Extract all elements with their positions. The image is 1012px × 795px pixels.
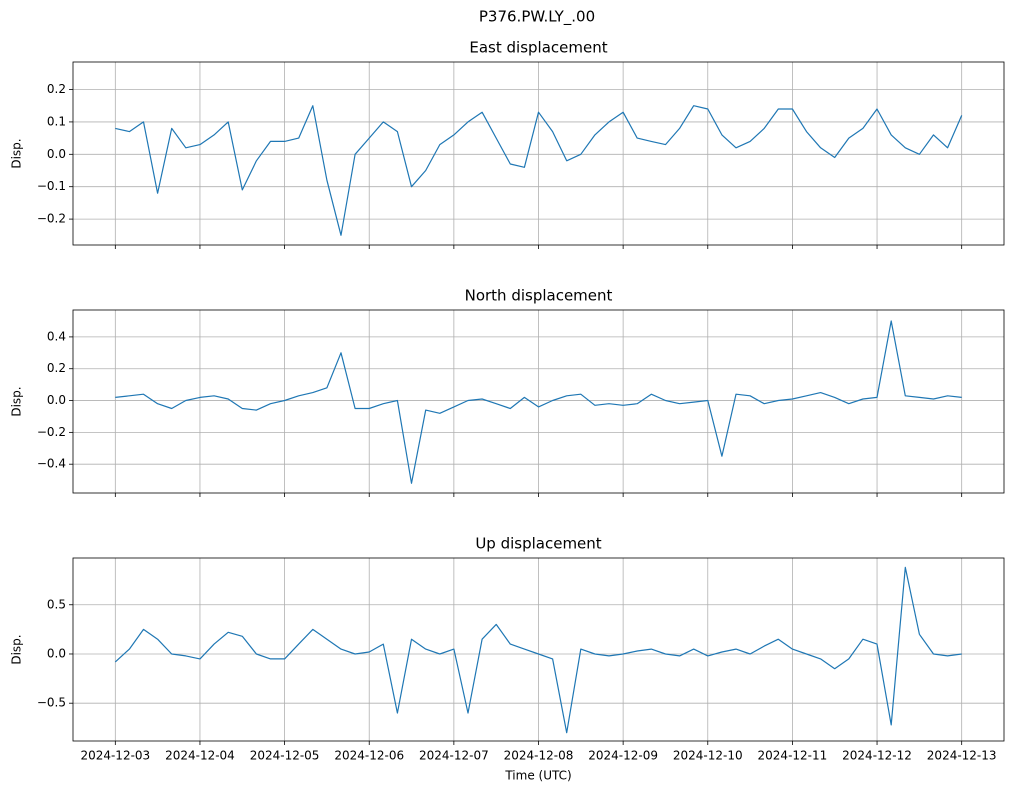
y-tick-label: −0.5	[37, 696, 66, 710]
x-tick-label: 2024-12-06	[334, 749, 404, 763]
x-tick-label: 2024-12-04	[165, 749, 235, 763]
x-axis-label: Time (UTC)	[504, 769, 571, 783]
y-tick-label: 0.1	[47, 114, 66, 128]
y-tick-label: 0.4	[47, 329, 66, 343]
axes-frame	[72, 557, 1005, 742]
x-tick-label: 2024-12-09	[588, 749, 658, 763]
y-tick-label: −0.1	[37, 179, 66, 193]
x-tick-label: 2024-12-08	[504, 749, 574, 763]
axes-title: North displacement	[465, 287, 613, 305]
line-series	[114, 566, 962, 734]
y-tick-label: 0.0	[47, 147, 66, 161]
figure-title: P376.PW.LY_.00	[479, 8, 595, 27]
line-series	[115, 105, 963, 236]
y-tick-label: −0.2	[37, 425, 66, 439]
y-tick-label: 0.5	[47, 597, 66, 611]
x-tick-label: 2024-12-13	[927, 749, 997, 763]
y-axis-label: Disp.	[10, 386, 24, 416]
y-tick-label: 0.2	[47, 82, 66, 96]
y-tick-label: 0.2	[47, 361, 66, 375]
line-series	[115, 320, 962, 484]
axes-title: Up displacement	[475, 535, 601, 553]
x-tick-label: 2024-12-11	[758, 749, 828, 763]
x-tick-label: 2024-12-03	[80, 749, 150, 763]
x-tick-label: 2024-12-10	[673, 749, 743, 763]
axes-frame	[72, 61, 1005, 246]
y-tick-label: −0.2	[37, 212, 66, 226]
axes-frame	[72, 309, 1005, 494]
y-tick-label: 0.0	[47, 646, 66, 660]
x-tick-label: 2024-12-05	[250, 749, 320, 763]
y-axis-label: Disp.	[10, 634, 24, 664]
axes-title: East displacement	[469, 39, 607, 57]
x-tick-label: 2024-12-07	[419, 749, 489, 763]
y-tick-label: −0.4	[37, 457, 66, 471]
y-axis-label: Disp.	[10, 138, 24, 168]
x-tick-label: 2024-12-12	[842, 749, 912, 763]
y-tick-label: 0.0	[47, 393, 66, 407]
